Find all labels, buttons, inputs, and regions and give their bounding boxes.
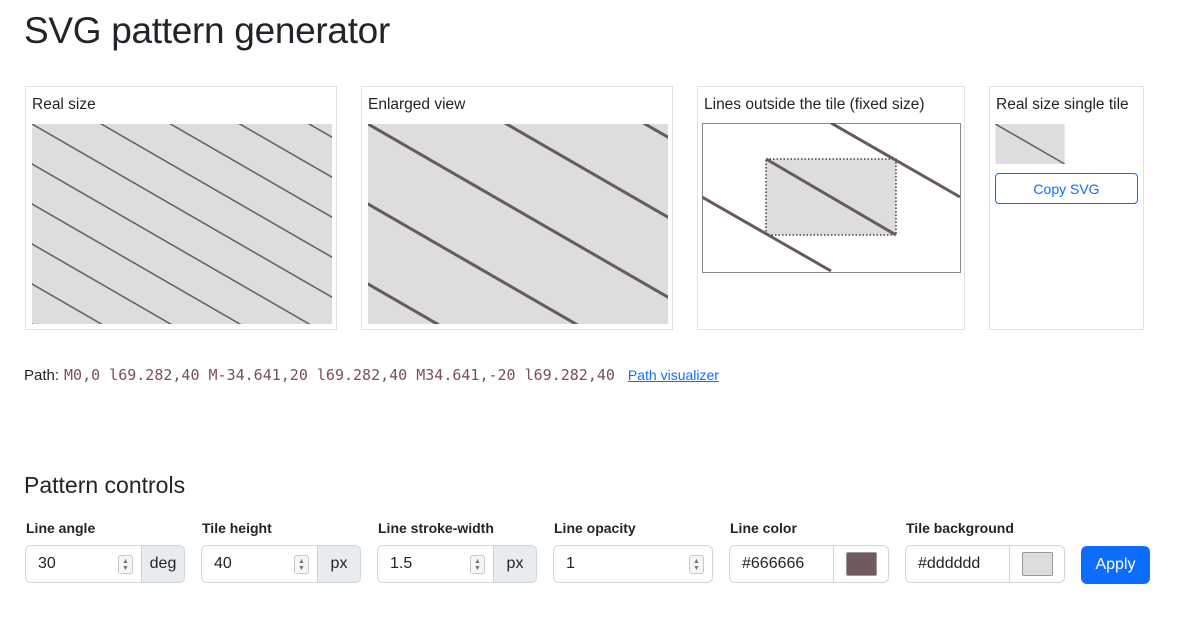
line-opacity-value: 1	[566, 555, 575, 572]
line-angle-unit: deg	[141, 546, 184, 582]
enlarged-panel: Enlarged view	[361, 86, 673, 330]
stroke-width-input[interactable]: 1.5 ▲ ▼	[378, 546, 493, 582]
tile-height-input[interactable]: 40 ▲ ▼	[202, 546, 317, 582]
single-tile-preview	[995, 124, 1065, 164]
line-angle-control: Line angle 30 ▲ ▼ deg	[25, 520, 185, 583]
enlarged-title: Enlarged view	[368, 96, 466, 113]
tile-height-control: Tile height 40 ▲ ▼ px	[201, 520, 361, 583]
real-size-panel: Real size	[25, 86, 337, 330]
line-color-picker[interactable]	[833, 546, 888, 582]
stroke-width-value: 1.5	[390, 555, 413, 572]
line-opacity-input[interactable]: 1 ▲ ▼	[554, 546, 712, 582]
line-angle-value: 30	[38, 555, 56, 572]
tile-height-unit: px	[317, 546, 360, 582]
copy-svg-button[interactable]: Copy SVG	[995, 173, 1138, 204]
spin-updown-icon[interactable]: ▲ ▼	[689, 555, 704, 574]
enlarged-preview	[368, 124, 668, 324]
spin-updown-icon[interactable]: ▲ ▼	[294, 555, 309, 574]
stroke-width-control: Line stroke-width 1.5 ▲ ▼ px	[377, 520, 537, 583]
pattern-controls-heading: Pattern controls	[24, 472, 186, 498]
tile-background-picker[interactable]	[1009, 546, 1064, 582]
outside-preview	[702, 123, 961, 273]
real-size-title: Real size	[32, 96, 96, 113]
line-color-label: Line color	[730, 520, 797, 536]
line-angle-label: Line angle	[26, 520, 96, 536]
path-row: Path: M0,0 l69.282,40 M-34.641,20 l69.28…	[24, 366, 719, 384]
stroke-width-label: Line stroke-width	[378, 520, 494, 536]
tile-background-swatch	[1021, 552, 1053, 576]
outside-panel: Lines outside the tile (fixed size)	[697, 86, 965, 330]
line-opacity-label: Line opacity	[554, 520, 636, 536]
tile-background-input[interactable]: #dddddd	[918, 555, 981, 572]
tile-background-control: Tile background #dddddd	[905, 520, 1065, 583]
line-color-control: Line color #666666	[729, 520, 889, 583]
line-color-input[interactable]: #666666	[742, 555, 805, 572]
path-visualizer-link[interactable]: Path visualizer	[627, 367, 719, 383]
tile-height-value: 40	[214, 555, 232, 572]
spin-updown-icon[interactable]: ▲ ▼	[470, 555, 485, 574]
stroke-width-unit: px	[493, 546, 536, 582]
single-tile-panel: Real size single tile Copy SVG	[989, 86, 1144, 330]
apply-button[interactable]: Apply	[1081, 546, 1150, 584]
line-color-swatch	[845, 552, 877, 576]
tile-height-label: Tile height	[202, 520, 272, 536]
page-title: SVG pattern generator	[24, 10, 390, 51]
spin-updown-icon[interactable]: ▲ ▼	[118, 555, 133, 574]
path-value: M0,0 l69.282,40 M-34.641,20 l69.282,40 M…	[64, 366, 615, 384]
single-tile-title: Real size single tile	[996, 96, 1129, 113]
tile-background-label: Tile background	[906, 520, 1014, 536]
outside-title: Lines outside the tile (fixed size)	[704, 96, 925, 113]
line-angle-input[interactable]: 30 ▲ ▼	[26, 546, 141, 582]
line-opacity-control: Line opacity 1 ▲ ▼	[553, 520, 713, 583]
path-label: Path:	[24, 367, 60, 384]
real-size-preview	[32, 124, 332, 324]
